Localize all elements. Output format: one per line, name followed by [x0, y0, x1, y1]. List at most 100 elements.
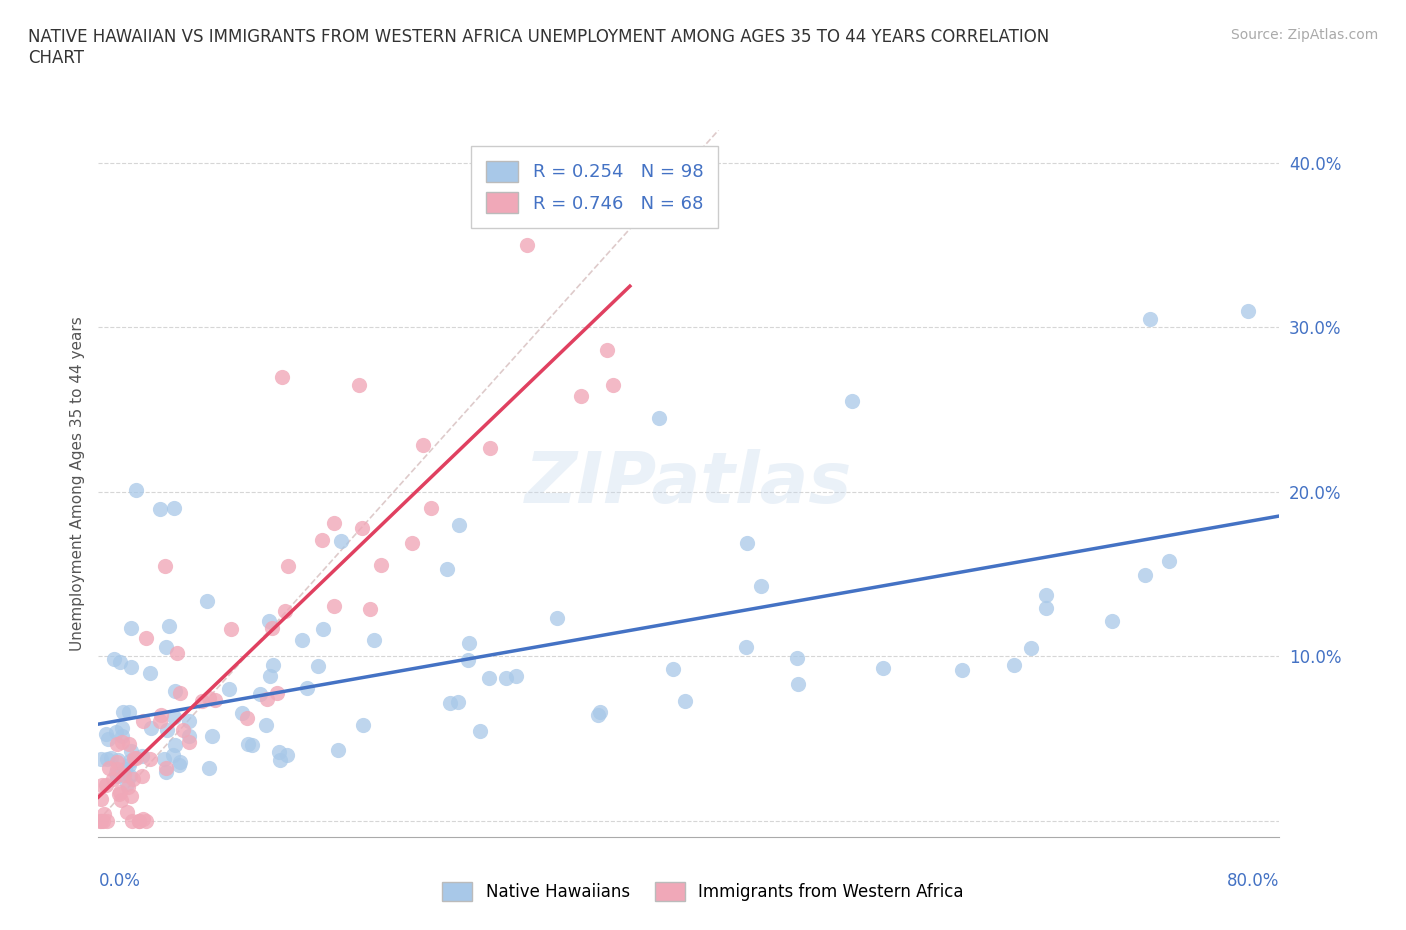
- Point: [1019, 641, 1042, 656]
- Point: [479, 441, 502, 456]
- Point: [104, 725, 127, 740]
- Point: [195, 593, 218, 608]
- Point: [276, 748, 298, 763]
- Point: [370, 557, 392, 572]
- Point: [112, 767, 135, 782]
- Point: [90, 751, 112, 766]
- Point: [240, 737, 263, 752]
- Point: [149, 714, 172, 729]
- Point: [125, 483, 148, 498]
- Point: [457, 653, 479, 668]
- Text: Source: ZipAtlas.com: Source: ZipAtlas.com: [1230, 28, 1378, 42]
- Legend: Native Hawaiians, Immigrants from Western Africa: Native Hawaiians, Immigrants from Wester…: [436, 875, 970, 908]
- Point: [347, 378, 370, 392]
- Point: [120, 621, 142, 636]
- Point: [155, 764, 177, 779]
- Legend: R = 0.254   N = 98, R = 0.746   N = 68: R = 0.254 N = 98, R = 0.746 N = 68: [471, 146, 717, 228]
- Point: [363, 632, 385, 647]
- Point: [163, 500, 186, 515]
- Point: [505, 669, 527, 684]
- Point: [323, 598, 346, 613]
- Point: [162, 747, 184, 762]
- Point: [1035, 601, 1057, 616]
- Point: [323, 515, 346, 530]
- Point: [262, 658, 284, 672]
- Point: [201, 728, 224, 743]
- Point: [191, 694, 214, 709]
- Point: [108, 654, 131, 669]
- Point: [648, 410, 671, 425]
- Point: [111, 728, 134, 743]
- Point: [167, 758, 190, 773]
- Point: [105, 755, 128, 770]
- Point: [256, 718, 278, 733]
- Point: [111, 721, 134, 736]
- Point: [311, 533, 333, 548]
- Point: [153, 751, 176, 766]
- Point: [115, 777, 138, 791]
- Point: [735, 640, 758, 655]
- Point: [1159, 554, 1181, 569]
- Point: [256, 692, 278, 707]
- Point: [135, 631, 157, 645]
- Point: [105, 768, 128, 783]
- Point: [118, 705, 141, 720]
- Point: [91, 813, 114, 828]
- Point: [352, 521, 374, 536]
- Point: [177, 729, 200, 744]
- Point: [468, 724, 491, 738]
- Point: [260, 621, 283, 636]
- Point: [749, 578, 772, 593]
- Point: [105, 765, 128, 780]
- Point: [93, 806, 115, 821]
- Point: [495, 671, 517, 685]
- Point: [157, 618, 180, 633]
- Y-axis label: Unemployment Among Ages 35 to 44 years: Unemployment Among Ages 35 to 44 years: [69, 316, 84, 651]
- Point: [1101, 614, 1123, 629]
- Point: [1035, 587, 1057, 602]
- Point: [271, 369, 294, 384]
- Text: 0.0%: 0.0%: [98, 871, 141, 890]
- Point: [107, 752, 129, 767]
- Point: [172, 722, 194, 737]
- Point: [569, 389, 592, 404]
- Point: [163, 684, 186, 698]
- Point: [103, 652, 125, 667]
- Point: [439, 695, 461, 710]
- Point: [328, 742, 350, 757]
- Point: [204, 693, 226, 708]
- Point: [128, 813, 150, 828]
- Point: [330, 534, 353, 549]
- Point: [401, 536, 423, 551]
- Point: [121, 813, 143, 828]
- Point: [735, 536, 758, 551]
- Point: [872, 660, 894, 675]
- Point: [114, 762, 136, 777]
- Point: [841, 394, 863, 409]
- Point: [1237, 303, 1260, 318]
- Point: [97, 732, 120, 747]
- Point: [118, 758, 141, 773]
- Point: [1002, 658, 1025, 672]
- Point: [149, 708, 172, 723]
- Point: [602, 378, 624, 392]
- Point: [139, 751, 162, 766]
- Point: [118, 737, 141, 751]
- Text: ZIPatlas: ZIPatlas: [526, 449, 852, 518]
- Point: [447, 695, 470, 710]
- Text: 80.0%: 80.0%: [1227, 871, 1279, 890]
- Point: [131, 811, 153, 826]
- Point: [138, 665, 160, 680]
- Point: [100, 751, 122, 765]
- Point: [108, 785, 131, 800]
- Point: [89, 813, 111, 828]
- Point: [218, 682, 240, 697]
- Point: [458, 635, 481, 650]
- Point: [141, 721, 163, 736]
- Point: [312, 621, 335, 636]
- Point: [259, 669, 281, 684]
- Point: [111, 705, 134, 720]
- Point: [153, 558, 176, 573]
- Point: [90, 791, 112, 806]
- Text: NATIVE HAWAIIAN VS IMMIGRANTS FROM WESTERN AFRICA UNEMPLOYMENT AMONG AGES 35 TO : NATIVE HAWAIIAN VS IMMIGRANTS FROM WESTE…: [28, 28, 1049, 67]
